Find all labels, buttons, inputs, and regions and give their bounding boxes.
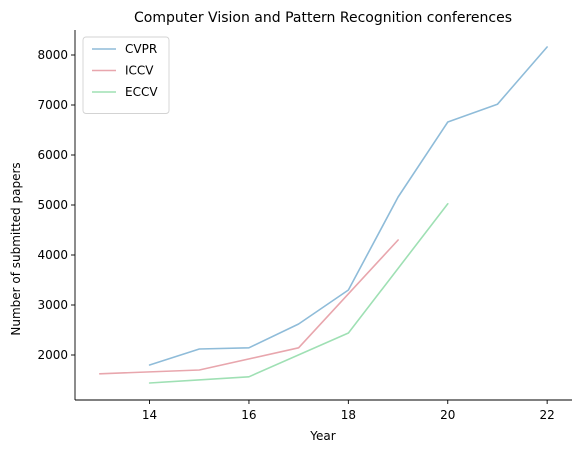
- plot-area: 14 16 18 20 22 2000 3000 4000 5000 6000 7000 8000 CV…: [37, 30, 572, 422]
- y-tick-label: 2000: [37, 348, 68, 362]
- legend-label-eccv: ECCV: [125, 85, 158, 99]
- x-tick-label: 14: [142, 408, 157, 422]
- legend-box: [82, 36, 170, 114]
- chart-title: Computer Vision and Pattern Recognition …: [134, 10, 512, 26]
- y-tick-label: 4000: [37, 248, 68, 262]
- legend-label-iccv: ICCV: [125, 64, 154, 78]
- x-tick-label: 16: [241, 408, 256, 422]
- y-tick-label: 5000: [37, 198, 68, 212]
- series-line-eccv: [148, 203, 449, 384]
- y-tick-label: 7000: [37, 98, 68, 112]
- legend-label-cvpr: CVPR: [125, 42, 157, 56]
- y-tick-label: 8000: [37, 48, 68, 62]
- x-tick-label: 22: [540, 408, 555, 422]
- y-tick-label: 3000: [37, 298, 68, 312]
- series-line-cvpr: [148, 46, 548, 366]
- x-tick-label: 20: [440, 408, 455, 422]
- y-tick-label: 6000: [37, 148, 68, 162]
- y-axis-label: Number of submitted papers: [9, 162, 23, 335]
- x-axis-label: Year: [309, 429, 335, 443]
- series-line-iccv: [99, 239, 399, 375]
- x-tick-label: 18: [341, 408, 356, 422]
